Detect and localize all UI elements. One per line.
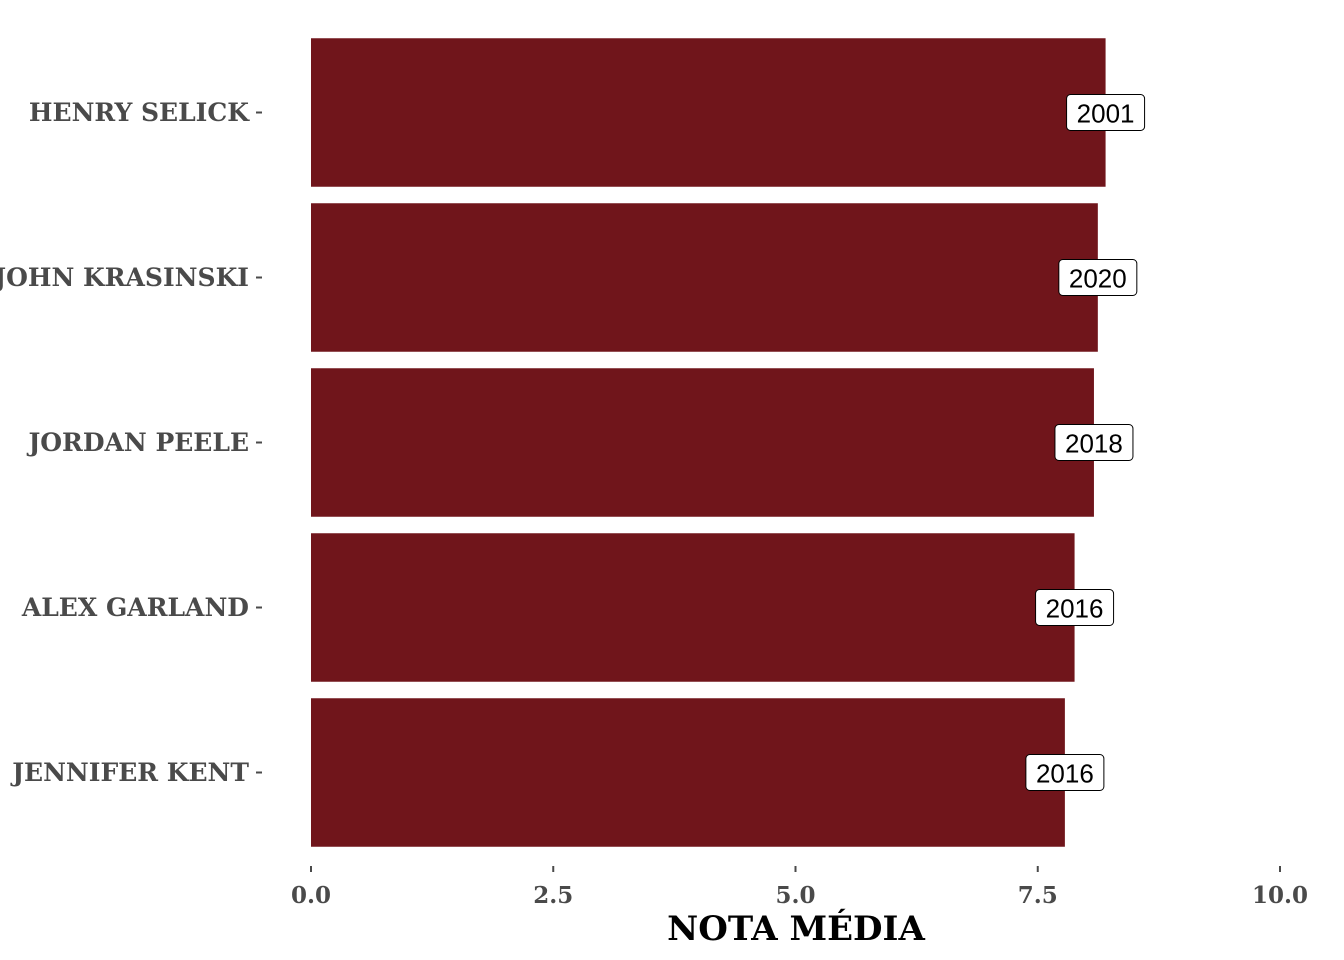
y-tick-label: JENNIFER KENT — [10, 758, 249, 787]
y-tick-label: JORDAN PEELE — [26, 428, 249, 457]
data-labels-group: 2001 2020 2018 2016 2016 — [1025, 94, 1146, 791]
x-tick-label: 10.0 — [1252, 882, 1308, 909]
x-tick-label: 2.5 — [533, 882, 573, 909]
y-tick-label: JOHN KRASINSKI — [0, 263, 249, 292]
data-label: 2001 — [1066, 94, 1146, 131]
data-label-text: 2016 — [1036, 759, 1094, 789]
data-label-box — [1066, 94, 1146, 131]
data-label-box — [1025, 754, 1105, 791]
data-label: 2020 — [1058, 259, 1138, 296]
bar — [311, 368, 1094, 517]
y-axis: HENRY SELICK JOHN KRASINSKI JORDAN PEELE AL… — [0, 98, 262, 787]
bar — [311, 38, 1106, 187]
data-label-box — [1058, 259, 1138, 296]
bar — [311, 203, 1098, 352]
y-tick-label: HENRY SELICK — [29, 98, 250, 127]
x-axis: 0.0 2.5 5.0 7.5 10.0 — [291, 866, 1308, 909]
data-label-text: 2018 — [1065, 429, 1123, 459]
data-label: 2018 — [1054, 424, 1134, 461]
data-label-text: 2020 — [1069, 264, 1127, 294]
data-label-text: 2001 — [1077, 99, 1135, 129]
bar — [311, 698, 1065, 847]
data-label-text: 2016 — [1046, 594, 1104, 624]
bar — [311, 533, 1075, 682]
bars-group — [311, 38, 1106, 847]
y-tick-label: ALEX GARLAND — [21, 593, 249, 622]
x-tick-label: 0.0 — [291, 882, 331, 909]
data-label: 2016 — [1025, 754, 1105, 791]
data-label-box — [1054, 424, 1134, 461]
x-tick-label: 5.0 — [775, 882, 815, 909]
data-label: 2016 — [1035, 589, 1115, 626]
x-axis-title: NOTA MÉDIA — [667, 908, 925, 949]
data-label-box — [1035, 589, 1115, 626]
x-tick-label: 7.5 — [1018, 882, 1058, 909]
